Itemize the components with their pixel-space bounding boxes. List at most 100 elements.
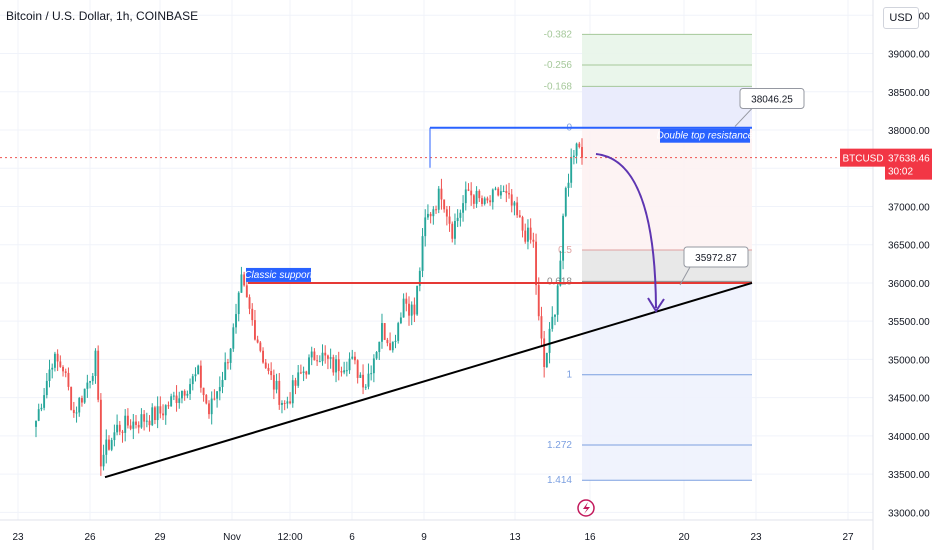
- currency-selector[interactable]: USD: [883, 7, 919, 29]
- callout-connector: [679, 266, 691, 286]
- candle-body: [267, 367, 270, 372]
- candle-body: [229, 348, 232, 363]
- candle-body: [578, 143, 581, 148]
- candle-body: [164, 405, 167, 416]
- candle-body: [521, 217, 524, 231]
- candle-body: [286, 401, 289, 404]
- candle-body: [421, 236, 424, 271]
- candle-body: [251, 308, 254, 321]
- chart-title: Bitcoin / U.S. Dollar, 1h, COINBASE: [6, 9, 199, 23]
- candle-body: [540, 316, 543, 339]
- candle-body: [451, 223, 454, 239]
- candle-body: [178, 398, 181, 403]
- candle-body: [572, 155, 575, 158]
- candle-body: [137, 424, 140, 428]
- candle-body: [405, 298, 408, 304]
- fib-level-label: 1.272: [547, 440, 572, 451]
- candle-body: [543, 338, 546, 368]
- flash-icon: [577, 499, 595, 517]
- flash-icon-bolt: [583, 502, 590, 514]
- time-tick-label: 6: [349, 532, 355, 543]
- candle-body: [262, 350, 264, 363]
- candle-body: [40, 407, 43, 410]
- candle-body: [402, 298, 405, 318]
- candle-body: [559, 260, 562, 286]
- candle-body: [389, 343, 392, 351]
- candle-body: [462, 203, 465, 213]
- candle-body: [381, 323, 383, 342]
- candle-body: [443, 199, 446, 210]
- candle-body: [116, 424, 119, 433]
- time-tick-label: 16: [584, 532, 596, 543]
- candle-body: [356, 360, 359, 378]
- candle-body: [302, 371, 305, 373]
- candle-body: [99, 399, 102, 467]
- candle-body: [259, 342, 262, 351]
- time-tick-label: 20: [678, 532, 690, 543]
- candle-body: [364, 386, 367, 388]
- candle-body: [81, 398, 83, 403]
- candle-body: [208, 403, 210, 415]
- trend-line: [104, 281, 753, 479]
- candle-body: [56, 353, 59, 362]
- price-tick-label: 33000.00: [888, 508, 930, 519]
- candle-body: [351, 356, 354, 359]
- fib-level-label: 0.5: [558, 245, 572, 256]
- candle-body: [45, 380, 48, 396]
- fib-level-label: 1.414: [547, 475, 572, 486]
- support-label-text: Classic support: [244, 270, 314, 281]
- candle-body: [297, 372, 300, 386]
- callout-box: [739, 87, 805, 109]
- candle-body: [324, 352, 327, 356]
- candle-body: [151, 407, 154, 426]
- candle-body: [340, 371, 343, 373]
- price-tick-label: 34000.00: [888, 432, 930, 443]
- fib-zone-top: [582, 86, 752, 128]
- candle-body: [199, 365, 202, 388]
- candle-body: [108, 439, 110, 450]
- candle-body: [129, 425, 132, 429]
- candle-body: [213, 398, 216, 400]
- candle-body: [172, 395, 175, 397]
- time-tick-label: 26: [84, 532, 96, 543]
- candle-body: [516, 202, 519, 216]
- resistance-label-bg: [660, 128, 750, 143]
- candle-body: [186, 393, 189, 396]
- candle-body: [132, 421, 135, 429]
- candle-body: [545, 352, 548, 368]
- candle-body: [275, 380, 278, 390]
- candle-body: [383, 323, 386, 340]
- candle-body: [167, 405, 170, 407]
- fib-level-label: 1: [566, 370, 572, 381]
- candle-body: [326, 355, 329, 359]
- candlesticks: [35, 138, 583, 476]
- candle-body: [556, 285, 559, 315]
- candle-body: [491, 189, 494, 203]
- candle-body: [89, 381, 92, 383]
- candle-body: [354, 356, 356, 361]
- candle-body: [191, 376, 194, 385]
- candle-body: [532, 239, 535, 242]
- candle-body: [362, 374, 365, 388]
- projection-arrow: [595, 153, 657, 309]
- candle-body: [510, 194, 513, 206]
- callout-text: 38046.25: [751, 94, 793, 105]
- candle-body: [299, 372, 302, 374]
- candle-body: [424, 217, 427, 237]
- price-tick-label: 34500.00: [888, 394, 930, 405]
- candle-body: [567, 182, 570, 189]
- candle-body: [253, 320, 256, 340]
- candle-body: [472, 195, 475, 204]
- candle-body: [524, 230, 527, 242]
- candle-body: [518, 215, 521, 218]
- candle-body: [489, 200, 492, 203]
- candle-body: [497, 188, 500, 196]
- candle-body: [162, 413, 164, 416]
- candle-body: [399, 317, 402, 324]
- fib-zone-upper: [582, 34, 752, 87]
- time-tick-label: 9: [421, 532, 427, 543]
- price-tick-label: 36000.00: [888, 279, 930, 290]
- candle-body: [440, 188, 443, 200]
